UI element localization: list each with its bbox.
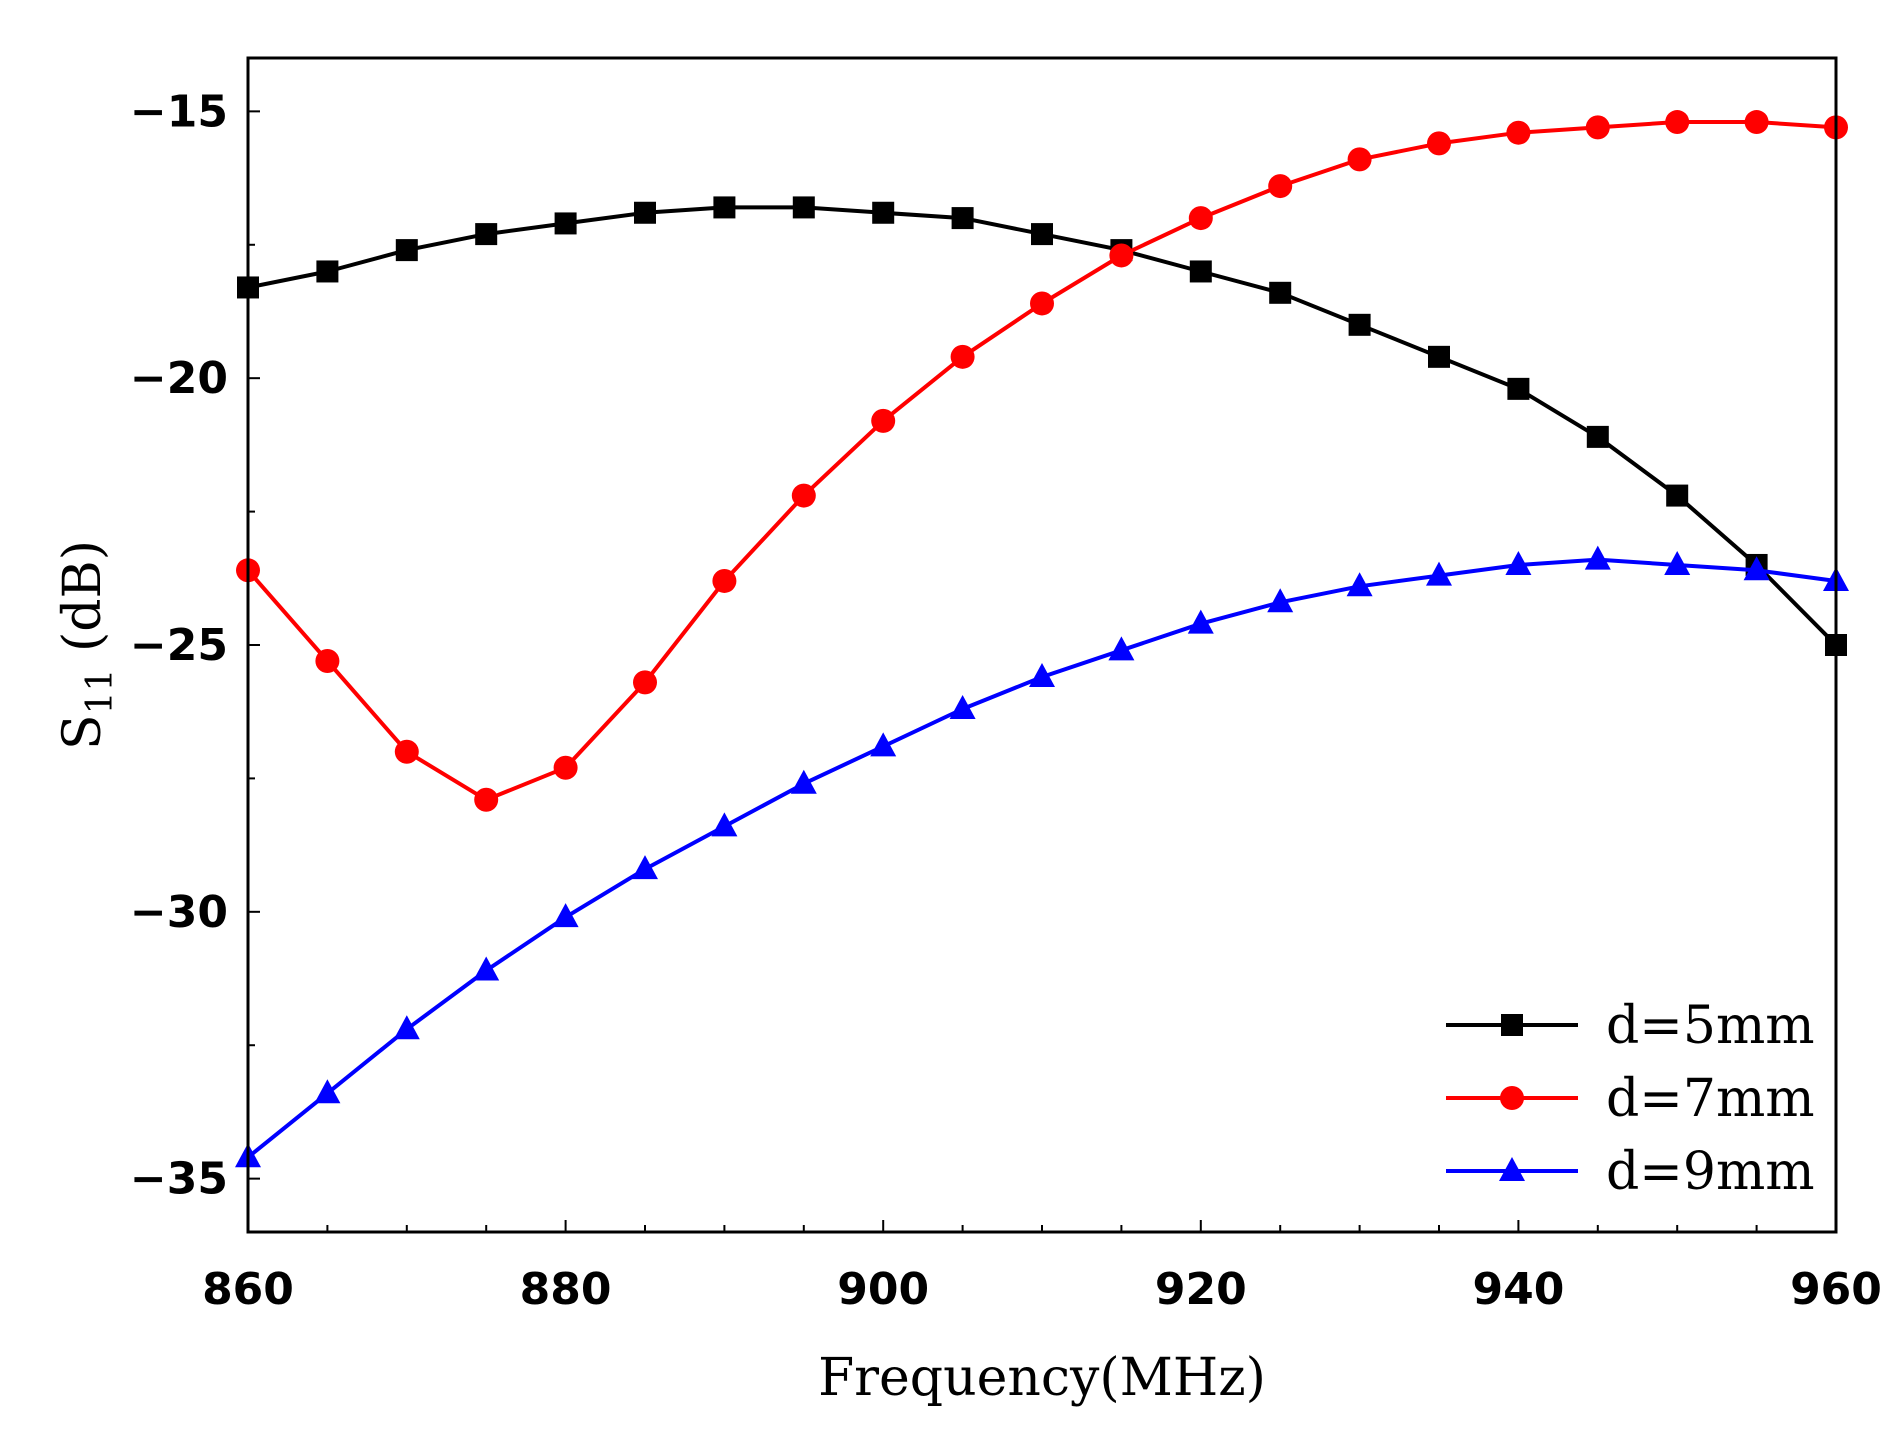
data-point (713, 196, 736, 219)
data-point (554, 212, 577, 235)
data-point (1346, 572, 1373, 597)
y-axis-title-unit: (dB) (53, 540, 113, 669)
data-point (1428, 345, 1450, 368)
data-point (1109, 243, 1134, 268)
y-axis-title-main: S (53, 714, 113, 750)
y-axis-title: S11 (dB) (53, 540, 121, 750)
legend-marker (1501, 1014, 1523, 1036)
series-line (246, 557, 1837, 1159)
data-point (1743, 556, 1770, 581)
data-point (870, 732, 897, 757)
data-point (871, 408, 896, 433)
legend-marker (1499, 1157, 1525, 1181)
data-point (1507, 377, 1530, 400)
data-point (634, 201, 656, 224)
data-point (1506, 120, 1531, 145)
data-point (1031, 223, 1053, 246)
x-tick-label: 880 (520, 1264, 612, 1315)
data-point (1187, 609, 1214, 634)
data-point (949, 695, 976, 720)
data-point (1505, 550, 1532, 575)
legend-label: d=5mm (1606, 996, 1815, 1056)
data-point (1267, 588, 1294, 613)
legend-marker (1500, 1086, 1524, 1110)
series-d=5mm (237, 196, 1847, 656)
y-tick-label: −15 (130, 86, 228, 137)
x-tick-labels: 860 880 900 920 940 960 (202, 1264, 1882, 1315)
legend-entry: d=5mm (1446, 996, 1815, 1056)
data-point (951, 207, 974, 230)
y-tick-label: −20 (130, 353, 228, 404)
data-point (395, 239, 418, 262)
x-tick-label: 900 (837, 1264, 929, 1315)
data-point (475, 223, 498, 246)
data-point (1427, 131, 1451, 156)
y-axis-title-subscript: 11 (80, 669, 121, 715)
data-point (473, 956, 500, 981)
data-point (1268, 174, 1293, 199)
x-tick-label: 960 (1790, 1264, 1882, 1315)
data-point (1029, 663, 1055, 688)
data-point (316, 260, 339, 283)
ticks-layer (247, 110, 1837, 1232)
data-point (1666, 484, 1689, 507)
data-point (1586, 425, 1609, 448)
data-point (1348, 313, 1371, 336)
data-point (711, 812, 738, 837)
data-point (792, 196, 815, 219)
data-point (633, 670, 657, 695)
legend-label: d=7mm (1606, 1069, 1815, 1129)
data-point (1426, 561, 1452, 586)
legend-label: d=9mm (1606, 1142, 1815, 1202)
legend: d=5mm d=7mm d=9mm (1446, 996, 1815, 1202)
y-tick-label: −30 (130, 887, 228, 938)
data-point (315, 649, 340, 674)
y-tick-labels: −15 −20 −25 −30 −35 (130, 86, 228, 1204)
data-point (1269, 281, 1292, 304)
data-point (712, 568, 737, 593)
data-point (791, 483, 816, 508)
series-layer (235, 110, 1849, 1168)
x-tick-label: 920 (1155, 1264, 1247, 1315)
data-point (790, 769, 817, 794)
data-point (552, 903, 579, 928)
data-point (1030, 291, 1054, 316)
x-tick-label: 940 (1472, 1264, 1564, 1315)
data-point (872, 201, 895, 224)
data-point (1744, 110, 1769, 135)
data-point (1665, 110, 1690, 135)
series-d=7mm (236, 110, 1848, 812)
data-point (394, 739, 419, 764)
y-tick-label: −35 (130, 1154, 228, 1205)
data-point (1664, 550, 1691, 575)
x-axis-title: Frequency(MHz) (818, 1348, 1266, 1408)
data-point (1584, 545, 1611, 570)
data-point (950, 344, 975, 369)
data-point (553, 755, 578, 780)
data-point (1108, 636, 1135, 661)
data-point (314, 1079, 341, 1104)
series-d=9mm (235, 545, 1849, 1168)
data-point (632, 855, 658, 880)
data-point (393, 1015, 420, 1040)
x-tick-label: 860 (202, 1264, 294, 1315)
data-point (1347, 147, 1372, 172)
data-point (1585, 115, 1610, 140)
legend-entry: d=7mm (1446, 1069, 1815, 1129)
legend-entry: d=9mm (1446, 1142, 1815, 1202)
data-point (1188, 206, 1213, 231)
y-tick-label: −25 (130, 620, 228, 671)
data-point (474, 787, 499, 812)
data-point (1189, 260, 1212, 283)
